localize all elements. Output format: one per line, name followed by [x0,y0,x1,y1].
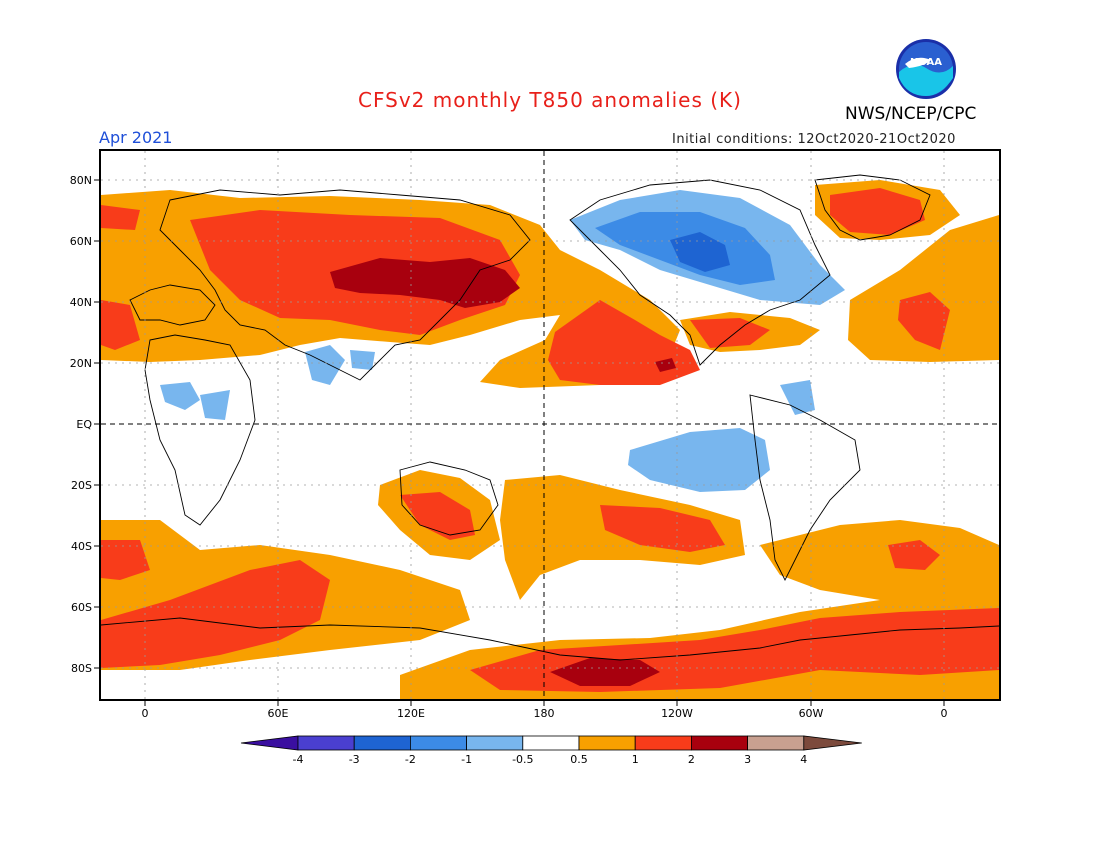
legend-label: 0.5 [570,753,588,766]
legend-swatch [747,735,805,751]
anomaly-warm-southern-atlantic [760,520,999,605]
anomaly-darkred-spot [655,358,676,372]
lat-label: 60S [71,601,92,614]
legend-label: 1 [632,753,639,766]
noaa-logo-icon: NOAA [896,39,956,99]
color-legend [240,735,862,751]
anomaly-cold-caribbean [780,380,815,415]
anomaly-cold-india [305,345,345,385]
color-legend-labels: -4 -3 -2 -1 -0.5 0.5 1 2 3 4 [293,753,808,766]
lon-label: 0 [941,707,948,720]
legend-swatch [466,735,524,751]
axis-ticks [94,179,945,706]
reference-lines [101,151,999,699]
legend-swatch [240,735,299,751]
anomaly-warm-europe-east [848,215,999,362]
anomaly-darkred-asia [330,258,520,308]
anomaly-red-west-edge [101,300,140,350]
lon-label: 120W [661,707,693,720]
latitude-labels: 80N 60N 40N 20N EQ 20S 40S 60S 80S [70,174,93,675]
initial-conditions: Initial conditions: 12Oct2020-21Oct2020 [672,132,956,147]
forecast-month: Apr 2021 [99,128,173,147]
legend-swatch [522,735,580,751]
map-title: CFSv2 monthly T850 anomalies (K) [358,88,742,112]
lat-label: 20N [70,357,92,370]
legend-label: -0.5 [512,753,533,766]
legend-label: -3 [349,753,360,766]
lat-label: 40N [70,296,92,309]
legend-swatch [691,735,749,751]
anomaly-red-greenland [830,188,925,235]
lat-label: EQ [76,418,92,431]
lon-label: 120E [397,707,425,720]
anomaly-red-southpacific [600,505,725,552]
legend-label: -4 [293,753,304,766]
legend-label: 4 [800,753,807,766]
lat-label: 20S [71,479,92,492]
anomaly-red-north-edge [101,205,140,230]
anomaly-cold-southpacific [628,428,770,492]
lon-label: 60W [799,707,824,720]
legend-label: 2 [688,753,695,766]
anomaly-fields [101,151,999,699]
longitude-labels: 0 60E 120E 180 120W 60W 0 [142,707,948,720]
anomaly-red-atlantic [690,318,770,348]
anomaly-red-europe-east [898,292,950,350]
lat-label: 40S [71,540,92,553]
legend-swatch [578,735,636,751]
anomaly-red-australia [400,492,475,540]
legend-label: 3 [744,753,751,766]
anomaly-red-southern-band [101,560,330,668]
anomaly-cold-africa2 [200,390,230,420]
lat-label: 80N [70,174,92,187]
anomaly-cold-northamerica-dark [670,232,730,272]
lat-label: 80S [71,662,92,675]
anomaly-red-southern-indian [101,540,150,580]
legend-label: -1 [461,753,472,766]
lat-label: 60N [70,235,92,248]
legend-swatch [353,735,411,751]
lon-label: 180 [534,707,555,720]
legend-swatch [634,735,692,751]
anomaly-darkred-antarctic [550,658,660,686]
agency-label: NWS/NCEP/CPC [845,104,977,124]
map-frame [99,149,1001,701]
legend-swatch [409,735,467,751]
legend-swatch [803,735,862,751]
lon-label: 0 [142,707,149,720]
lon-label: 60E [268,707,289,720]
logo-text: NOAA [910,57,942,68]
anomaly-red-southern-atlantic [888,540,940,570]
anomaly-cold-africa [160,382,200,410]
legend-label: -2 [405,753,416,766]
graticule [101,151,999,699]
legend-swatch [297,735,355,751]
anomaly-cold-arabia [350,350,375,370]
